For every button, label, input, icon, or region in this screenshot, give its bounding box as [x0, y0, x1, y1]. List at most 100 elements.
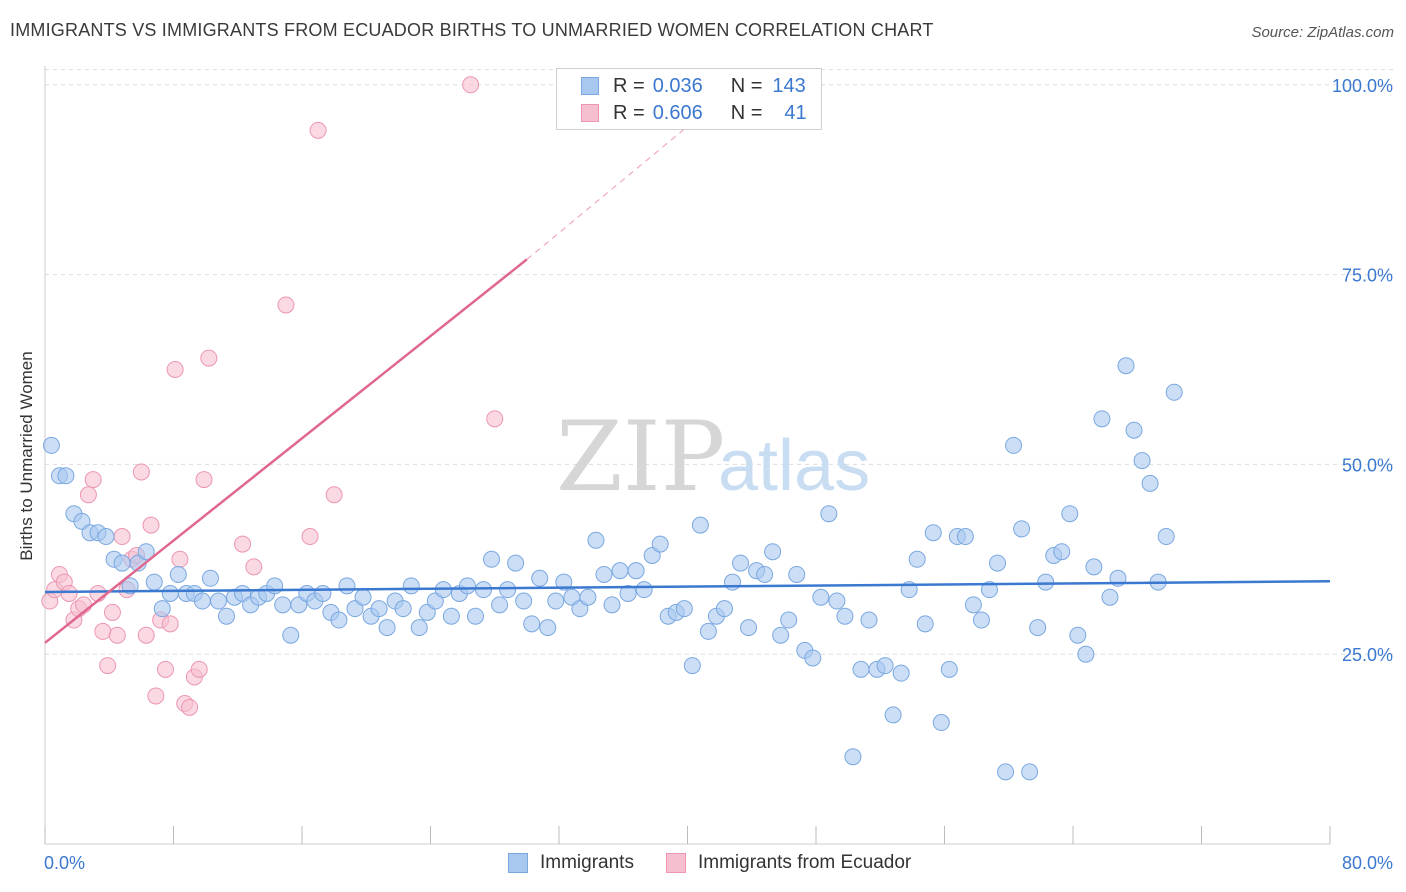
ecuador-point-27 [171, 550, 189, 568]
immigrants-point-116 [972, 611, 990, 629]
ecuador-point-19 [132, 463, 150, 481]
immigrants-point-74 [635, 581, 653, 599]
y-tick-label-3: 25.0% [1342, 645, 1393, 665]
r-value: 0.606 [652, 101, 703, 124]
immigrants-point-121 [1013, 520, 1031, 538]
immigrants-point-134 [1117, 357, 1135, 375]
immigrants-point-60 [523, 615, 541, 633]
immigrants-point-137 [1141, 474, 1159, 492]
pink-swatch-icon [581, 104, 599, 122]
immigrants-point-58 [507, 554, 525, 572]
immigrants-point-102 [860, 611, 878, 629]
ecuador-point-39 [325, 486, 343, 504]
immigrants-point-45 [402, 577, 420, 595]
immigrants-point-87 [740, 619, 758, 637]
chart-title: IMMIGRANTS VS IMMIGRANTS FROM ECUADOR BI… [10, 20, 934, 40]
immigrants-point-106 [892, 664, 910, 682]
ecuador-point-11 [94, 622, 112, 640]
legend-item-ecuador[interactable]: Immigrants from Ecuador [665, 852, 912, 874]
x-tick-label-1: 80.0% [1342, 853, 1393, 873]
legend-label: Immigrants [540, 852, 634, 873]
legend-row-ecuador: R = 0.606 N = 41 [581, 100, 807, 126]
immigrants-point-10 [121, 577, 139, 595]
ecuador-point-20 [137, 626, 155, 644]
immigrants-point-62 [539, 619, 557, 637]
ecuador-point-36 [277, 296, 295, 314]
watermark-atlas: atlas [718, 426, 870, 506]
ecuador-trend-extension [526, 99, 721, 260]
immigrants-point-70 [603, 596, 621, 614]
immigrants-point-14 [153, 600, 171, 618]
immigrants-point-119 [997, 763, 1015, 781]
immigrants-point-15 [161, 584, 179, 602]
immigrants-point-50 [442, 607, 460, 625]
immigrants-point-84 [715, 600, 733, 618]
immigrants-point-36 [330, 611, 348, 629]
immigrants-point-76 [651, 535, 669, 553]
immigrants-point-139 [1157, 528, 1175, 546]
immigrants-point-2 [57, 467, 75, 485]
ecuador-point-26 [166, 360, 184, 378]
series-legend: Immigrants Immigrants from Ecuador [508, 852, 943, 874]
ecuador-point-14 [108, 626, 126, 644]
immigrants-point-53 [466, 607, 484, 625]
immigrants-point-46 [410, 619, 428, 637]
immigrants-point-19 [193, 592, 211, 610]
immigrants-point-34 [314, 584, 332, 602]
y-tick-label-1: 75.0% [1342, 266, 1393, 286]
y-tick-label-2: 50.0% [1342, 455, 1393, 475]
ecuador-point-12 [99, 657, 117, 675]
immigrants-point-123 [1029, 619, 1047, 637]
immigrants-point-105 [884, 706, 902, 724]
immigrants-point-30 [282, 626, 300, 644]
immigrants-point-28 [266, 577, 284, 595]
immigrants-point-124 [1037, 573, 1055, 591]
immigrants-point-20 [201, 569, 219, 587]
x-tick-label-0: 0.0% [44, 853, 85, 873]
y-axis-label: Births to Unmarried Women [17, 351, 36, 560]
immigrants-point-135 [1125, 421, 1143, 439]
immigrants-point-72 [619, 584, 637, 602]
immigrants-trend-line [44, 580, 1331, 594]
ecuador-points [41, 76, 504, 716]
ecuador-point-31 [190, 660, 208, 678]
immigrants-point-97 [820, 505, 838, 523]
ecuador-point-34 [234, 535, 252, 553]
ecuador-point-40 [462, 76, 480, 94]
immigrants-point-129 [1077, 645, 1095, 663]
axes [44, 66, 1331, 845]
immigrants-point-86 [732, 554, 750, 572]
legend-item-immigrants[interactable]: Immigrants [508, 852, 634, 874]
immigrants-point-118 [989, 554, 1007, 572]
immigrants-point-117 [980, 581, 998, 599]
legend-label: Immigrants from Ecuador [697, 852, 912, 873]
immigrants-point-85 [723, 573, 741, 591]
immigrants-point-99 [836, 607, 854, 625]
immigrants-point-61 [531, 569, 549, 587]
watermark-zip: ZIP [556, 401, 725, 513]
ecuador-point-7 [75, 596, 93, 614]
source-label: Source: ZipAtlas.com [1251, 24, 1394, 41]
immigrants-point-112 [940, 660, 958, 678]
y-tick-label-0: 100.0% [1332, 76, 1393, 96]
immigrants-point-42 [378, 619, 396, 637]
correlation-legend: R = 0.036 N = 143 R = 0.606 N = 41 [556, 68, 822, 130]
immigrants-point-79 [675, 600, 693, 618]
immigrants-point-16 [169, 565, 187, 583]
tick-labels: 100.0% 75.0% 50.0% 25.0% 0.0% 80.0% [44, 76, 1393, 873]
immigrants-point-100 [844, 748, 862, 766]
immigrants-point-89 [756, 565, 774, 583]
immigrants-point-59 [515, 592, 533, 610]
blue-square-icon [508, 853, 528, 873]
ecuador-point-21 [142, 516, 160, 534]
immigrants-point-82 [699, 622, 717, 640]
ecuador-point-37 [301, 528, 319, 546]
immigrants-point-114 [956, 528, 974, 546]
immigrants-point-39 [354, 588, 372, 606]
trend-lines [44, 99, 1331, 644]
immigrants-point-13 [145, 573, 163, 591]
immigrants-point-111 [932, 714, 950, 732]
n-label: N = [730, 74, 763, 97]
r-label: R = [613, 74, 645, 97]
